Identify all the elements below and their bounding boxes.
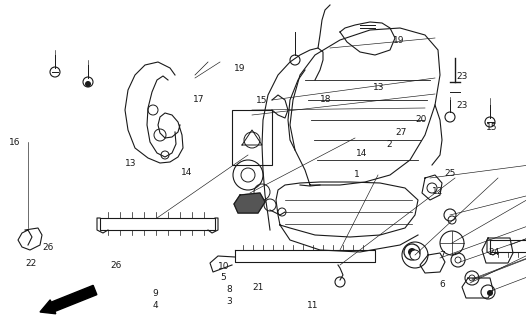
Bar bbox=[232, 110, 272, 165]
Text: 3: 3 bbox=[226, 297, 231, 306]
Circle shape bbox=[85, 81, 91, 87]
Circle shape bbox=[487, 290, 493, 296]
Text: 13: 13 bbox=[373, 84, 385, 92]
Text: 4: 4 bbox=[153, 301, 158, 310]
Polygon shape bbox=[234, 193, 265, 213]
Text: 14: 14 bbox=[181, 168, 193, 177]
Text: 16: 16 bbox=[9, 138, 21, 147]
FancyArrow shape bbox=[40, 285, 97, 314]
Circle shape bbox=[408, 248, 416, 256]
Text: 17: 17 bbox=[193, 95, 205, 104]
Text: 10: 10 bbox=[218, 262, 229, 271]
Text: 13: 13 bbox=[125, 159, 136, 168]
Text: 24: 24 bbox=[489, 248, 500, 257]
Text: 22: 22 bbox=[25, 260, 36, 268]
Text: 27: 27 bbox=[395, 128, 407, 137]
Text: 15: 15 bbox=[486, 124, 498, 132]
Text: 23: 23 bbox=[456, 72, 468, 81]
Text: 19: 19 bbox=[234, 64, 245, 73]
Text: 21: 21 bbox=[252, 284, 264, 292]
Text: 18: 18 bbox=[320, 95, 332, 104]
Text: 9: 9 bbox=[153, 289, 158, 298]
Text: 11: 11 bbox=[307, 301, 319, 310]
Text: 15: 15 bbox=[256, 96, 268, 105]
Text: 2: 2 bbox=[387, 140, 392, 149]
Text: 12: 12 bbox=[432, 188, 443, 196]
Text: 8: 8 bbox=[226, 285, 231, 294]
Text: 20: 20 bbox=[415, 116, 427, 124]
Text: 14: 14 bbox=[356, 149, 368, 158]
Text: 1: 1 bbox=[354, 170, 359, 179]
Text: 26: 26 bbox=[43, 244, 54, 252]
Text: FR.: FR. bbox=[57, 277, 79, 293]
Text: 7: 7 bbox=[439, 252, 444, 260]
Text: 26: 26 bbox=[110, 261, 122, 270]
Text: 19: 19 bbox=[393, 36, 404, 45]
Circle shape bbox=[410, 250, 420, 260]
Text: 6: 6 bbox=[439, 280, 444, 289]
Text: 23: 23 bbox=[456, 101, 468, 110]
Text: 25: 25 bbox=[444, 169, 456, 178]
Text: 5: 5 bbox=[221, 273, 226, 282]
